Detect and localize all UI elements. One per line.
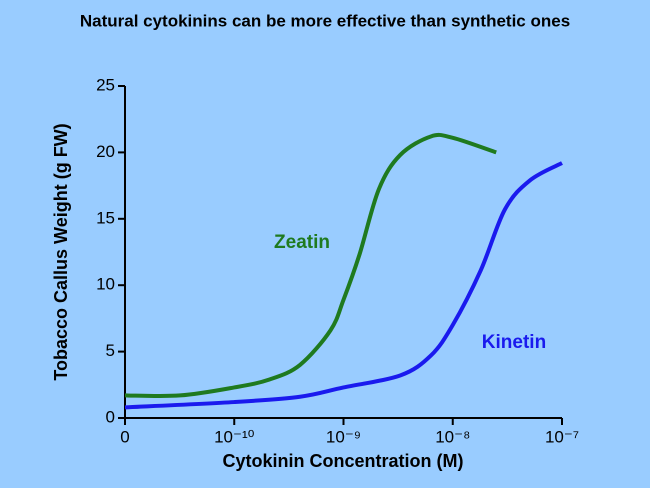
x-tick-label: 10⁻¹⁰ [214, 427, 255, 446]
series-label: Zeatin [274, 232, 330, 253]
series-label: Kinetin [482, 332, 546, 353]
x-tick-label: 10⁻⁸ [435, 427, 470, 446]
y-tick-label: 0 [106, 407, 115, 426]
y-tick-label: 5 [106, 341, 115, 360]
x-axis-label: Cytokinin Concentration (M) [223, 451, 464, 471]
series-line [124, 161, 563, 410]
y-tick-label: 15 [96, 208, 115, 227]
chart-title: Natural cytokinins can be more effective… [80, 11, 570, 30]
y-tick-label: 20 [96, 142, 115, 161]
y-tick-label: 25 [96, 75, 115, 94]
series-line [124, 132, 497, 399]
x-tick-label: 10⁻⁹ [326, 427, 361, 446]
x-tick-label: 10⁻⁷ [545, 427, 579, 446]
x-tick-label: 0 [120, 427, 129, 446]
y-tick-label: 10 [96, 275, 115, 294]
y-axis-label: Tobacco Callus Weight (g FW) [51, 123, 71, 380]
